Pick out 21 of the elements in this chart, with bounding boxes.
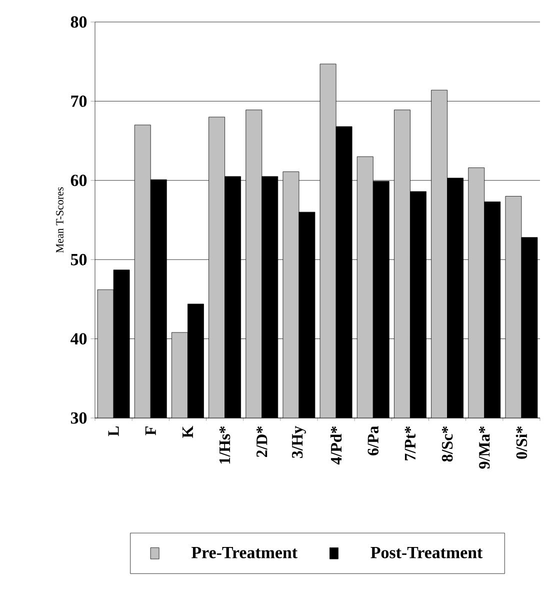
x-tick-label: L xyxy=(108,426,119,436)
x-tick-label: 1/Hs* xyxy=(219,426,230,464)
x-tick-label: K xyxy=(182,426,193,438)
x-tick-label: 9/Ma* xyxy=(479,426,490,469)
x-tick-label: 2/D* xyxy=(256,426,268,457)
y-tick-label: 70 xyxy=(71,95,87,107)
legend-label: Pre-Treatment xyxy=(192,547,298,558)
x-tick-label: 6/Pa xyxy=(368,426,378,456)
x-tick-label: 8/Sc* xyxy=(442,426,453,462)
x-tick-label: F xyxy=(145,426,156,436)
y-tick-label: 30 xyxy=(70,412,87,424)
x-tick-label: 4/Pd* xyxy=(330,426,342,465)
y-tick-label: 60 xyxy=(70,174,87,186)
x-tick-label: 3/Hy xyxy=(292,426,306,458)
legend-label: Post-Treatment xyxy=(370,547,483,558)
y-tick-label: 80 xyxy=(70,16,87,28)
x-tick-label: 0/Si* xyxy=(516,426,528,459)
y-tick-label: 40 xyxy=(70,333,87,345)
y-tick-label: 50 xyxy=(70,254,87,266)
y-axis-title: Mean T-Scores xyxy=(56,187,64,253)
x-tick-label: 7/Pt* xyxy=(404,426,416,460)
